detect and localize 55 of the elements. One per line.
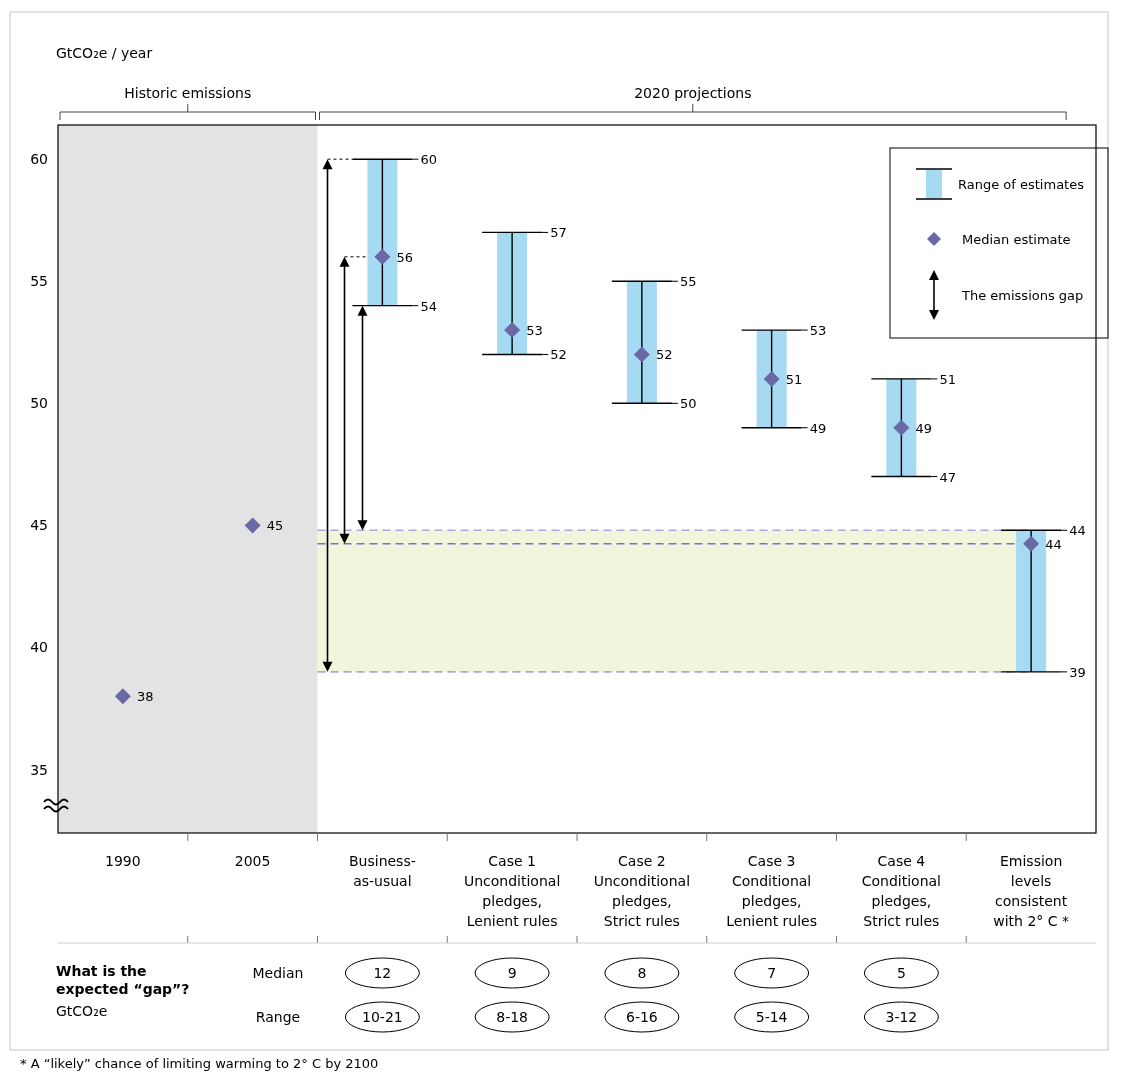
text: 5-14 (755, 1009, 788, 1025)
annotation: 55 (679, 274, 697, 290)
y-axis-title: GtCO₂e / year (56, 45, 153, 61)
annotation: 60 (420, 152, 437, 168)
x-tick-label: Emission levels consistent with 2° C * (993, 853, 1069, 929)
annotation: 52 (550, 347, 567, 363)
annotation: 51 (939, 371, 956, 387)
data-label: 51 (785, 371, 803, 387)
band-label: Historic emissions (124, 85, 252, 101)
y-tick-label: 60 (30, 151, 48, 168)
text: What is the expected “gap”? (56, 963, 190, 997)
x-tick-label: 1990 (105, 853, 141, 869)
y-tick-label: 55 (30, 273, 48, 290)
annotation: 50 (679, 396, 697, 412)
annotation: 53 (809, 323, 827, 339)
text: 5 (896, 965, 906, 981)
x-tick-label: Case 3 Conditional pledges, Lenient rules (726, 853, 818, 929)
text: 6-16 (625, 1009, 658, 1025)
legend-label: Range of estimates (958, 177, 1085, 192)
text: * A “likely” chance of limiting warming to 2° C by 2100 (20, 1056, 379, 1071)
x-tick-label: Case 1 Unconditional pledges, Lenient rules (463, 853, 561, 929)
data-label: 49 (915, 420, 932, 436)
y-tick-label: 50 (30, 395, 48, 412)
data-label: 44 (1045, 536, 1062, 552)
text: 2020 projections (634, 85, 752, 101)
x-tick-label: Case 2 Unconditional pledges, Strict rules (593, 853, 691, 929)
category-label: Median (252, 965, 304, 981)
data-label: 53 (526, 323, 543, 339)
text: 10-21 (362, 1009, 403, 1025)
x-tick-label: Case 4 Conditional pledges, Strict rules (861, 853, 942, 929)
text: 3-12 (885, 1009, 918, 1025)
data-label: 56 (396, 249, 413, 265)
annotation: 39 (1069, 664, 1086, 680)
category-label: Range (255, 1009, 301, 1025)
annotation: 54 (420, 298, 437, 314)
text: 8-18 (496, 1009, 529, 1025)
y-tick-label: 45 (30, 517, 48, 534)
text: GtCO₂e (56, 1003, 108, 1019)
annotation: 44 (1069, 523, 1086, 539)
y-tick-label: 40 (30, 639, 48, 656)
annotation: 57 (550, 225, 567, 241)
y-tick-label: 35 (30, 761, 48, 778)
text: 9 (507, 965, 517, 981)
text: 8 (637, 965, 647, 981)
annotation: The emissions gap (961, 288, 1084, 303)
data-label: 38 (136, 689, 154, 705)
text: 12 (373, 965, 392, 981)
legend-label: Median estimate (962, 232, 1071, 247)
x-tick-label: 2005 (234, 853, 271, 869)
annotation: 49 (809, 420, 827, 436)
data-label: 45 (266, 518, 284, 534)
data-label: 52 (655, 347, 673, 363)
x-tick-label: Business- as-usual (348, 853, 416, 889)
text: 7 (767, 965, 777, 981)
annotation: 47 (939, 469, 956, 485)
